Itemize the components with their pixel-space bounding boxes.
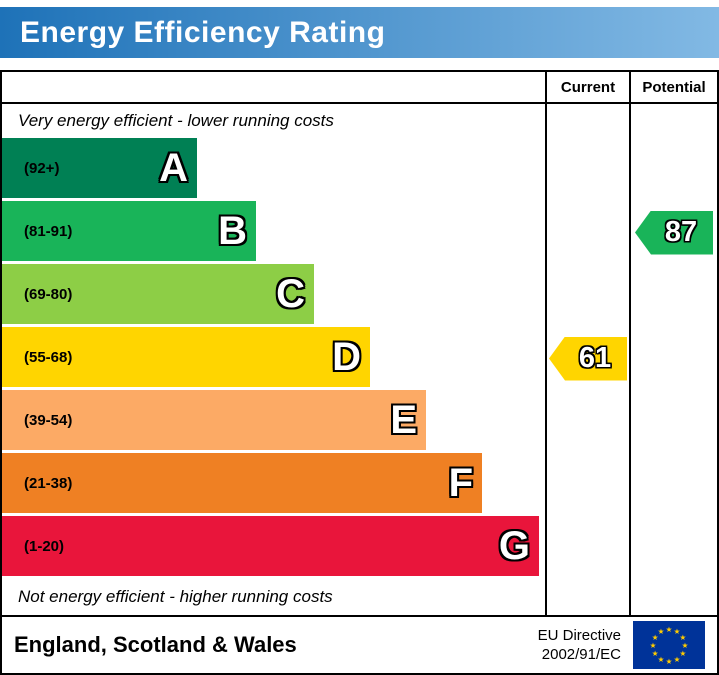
svg-text:★: ★ bbox=[666, 625, 673, 634]
band-letter: B bbox=[218, 209, 247, 253]
band-row-f: (21-38) F bbox=[2, 453, 717, 516]
band-range: (81-91) bbox=[24, 222, 73, 240]
eu-directive-label: EU Directive 2002/91/EC bbox=[538, 626, 621, 665]
band-row-b: (81-91) B 87 bbox=[2, 201, 717, 264]
svg-text:★: ★ bbox=[652, 649, 659, 658]
band-letter: F bbox=[448, 461, 473, 505]
band-row-a: (92+) A bbox=[2, 138, 717, 201]
current-cell bbox=[545, 104, 629, 138]
svg-text:★: ★ bbox=[652, 633, 659, 642]
svg-text:★: ★ bbox=[674, 627, 681, 636]
region-label: England, Scotland & Wales bbox=[14, 632, 297, 657]
svg-text:★: ★ bbox=[658, 655, 665, 664]
eu-directive-line1: EU Directive bbox=[537, 626, 621, 644]
potential-rating-pointer: 87 bbox=[635, 210, 713, 255]
title-banner: Energy Efficiency Rating bbox=[0, 7, 719, 58]
band-letter: E bbox=[390, 398, 417, 442]
band-range: (55-68) bbox=[24, 348, 73, 366]
header-spacer bbox=[2, 72, 545, 102]
potential-cell bbox=[629, 579, 717, 615]
page-title: Energy Efficiency Rating bbox=[20, 15, 386, 49]
current-rating-value: 61 bbox=[578, 342, 612, 374]
eu-flag-stars: ★ ★ ★ ★ ★ ★ ★ ★ ★ ★ ★ ★ bbox=[650, 625, 689, 666]
potential-cell bbox=[629, 327, 717, 390]
band-range: (92+) bbox=[24, 159, 60, 177]
band-bar-d: (55-68) D bbox=[2, 327, 370, 387]
current-cell bbox=[545, 516, 629, 579]
svg-text:★: ★ bbox=[674, 655, 681, 664]
svg-text:★: ★ bbox=[666, 657, 673, 666]
band-row-d: (55-68) D 61 bbox=[2, 327, 717, 390]
current-cell: 61 bbox=[545, 327, 629, 390]
band-range: (1-20) bbox=[24, 537, 65, 555]
band-bar-g: (1-20) G bbox=[2, 516, 539, 576]
current-cell bbox=[545, 201, 629, 264]
band-range: (39-54) bbox=[24, 411, 73, 429]
footer: England, Scotland & Wales EU Directive 2… bbox=[2, 617, 717, 673]
potential-cell bbox=[629, 104, 717, 138]
potential-cell bbox=[629, 264, 717, 327]
band-bar-f: (21-38) F bbox=[2, 453, 482, 513]
band-letter: G bbox=[498, 524, 530, 568]
band-bar-e: (39-54) E bbox=[2, 390, 426, 450]
band-letter: D bbox=[332, 335, 361, 379]
band-row-g: (1-20) G bbox=[2, 516, 717, 579]
epc-energy-efficiency-chart: Energy Efficiency Rating Current Potenti… bbox=[0, 7, 719, 675]
bottom-caption-row: Not energy efficient - higher running co… bbox=[2, 579, 717, 615]
current-cell bbox=[545, 138, 629, 201]
band-row-e: (39-54) E bbox=[2, 390, 717, 453]
current-cell bbox=[545, 264, 629, 327]
potential-cell bbox=[629, 390, 717, 453]
rating-chart-box: Current Potential Very energy efficient … bbox=[0, 70, 719, 675]
top-caption-row: Very energy efficient - lower running co… bbox=[2, 104, 717, 138]
potential-column-header: Potential bbox=[629, 72, 717, 102]
svg-text:★: ★ bbox=[680, 633, 687, 642]
band-bar-c: (69-80) C bbox=[2, 264, 314, 324]
chart-header-row: Current Potential bbox=[2, 72, 717, 104]
potential-cell bbox=[629, 453, 717, 516]
current-rating-pointer: 61 bbox=[549, 336, 627, 381]
svg-text:★: ★ bbox=[650, 641, 657, 650]
current-cell bbox=[545, 579, 629, 615]
current-cell bbox=[545, 453, 629, 516]
band-bar-a: (92+) A bbox=[2, 138, 197, 198]
potential-cell bbox=[629, 138, 717, 201]
eu-flag-icon: ★ ★ ★ ★ ★ ★ ★ ★ ★ ★ ★ ★ bbox=[633, 621, 705, 669]
band-letter: A bbox=[159, 146, 188, 190]
current-column-header: Current bbox=[545, 72, 629, 102]
current-cell bbox=[545, 390, 629, 453]
bottom-caption: Not energy efficient - higher running co… bbox=[18, 587, 333, 606]
band-range: (69-80) bbox=[24, 285, 73, 303]
eu-directive-line2: 2002/91/EC bbox=[541, 646, 621, 663]
band-bar-b: (81-91) B bbox=[2, 201, 256, 261]
potential-cell: 87 bbox=[629, 201, 717, 264]
potential-cell bbox=[629, 516, 717, 579]
svg-text:★: ★ bbox=[658, 627, 665, 636]
svg-text:★: ★ bbox=[682, 641, 689, 650]
svg-text:★: ★ bbox=[680, 649, 687, 658]
band-letter: C bbox=[276, 272, 305, 316]
rating-chart: Current Potential Very energy efficient … bbox=[2, 72, 717, 617]
band-range: (21-38) bbox=[24, 474, 73, 492]
top-caption: Very energy efficient - lower running co… bbox=[18, 111, 334, 130]
band-row-c: (69-80) C bbox=[2, 264, 717, 327]
potential-rating-value: 87 bbox=[664, 216, 698, 248]
